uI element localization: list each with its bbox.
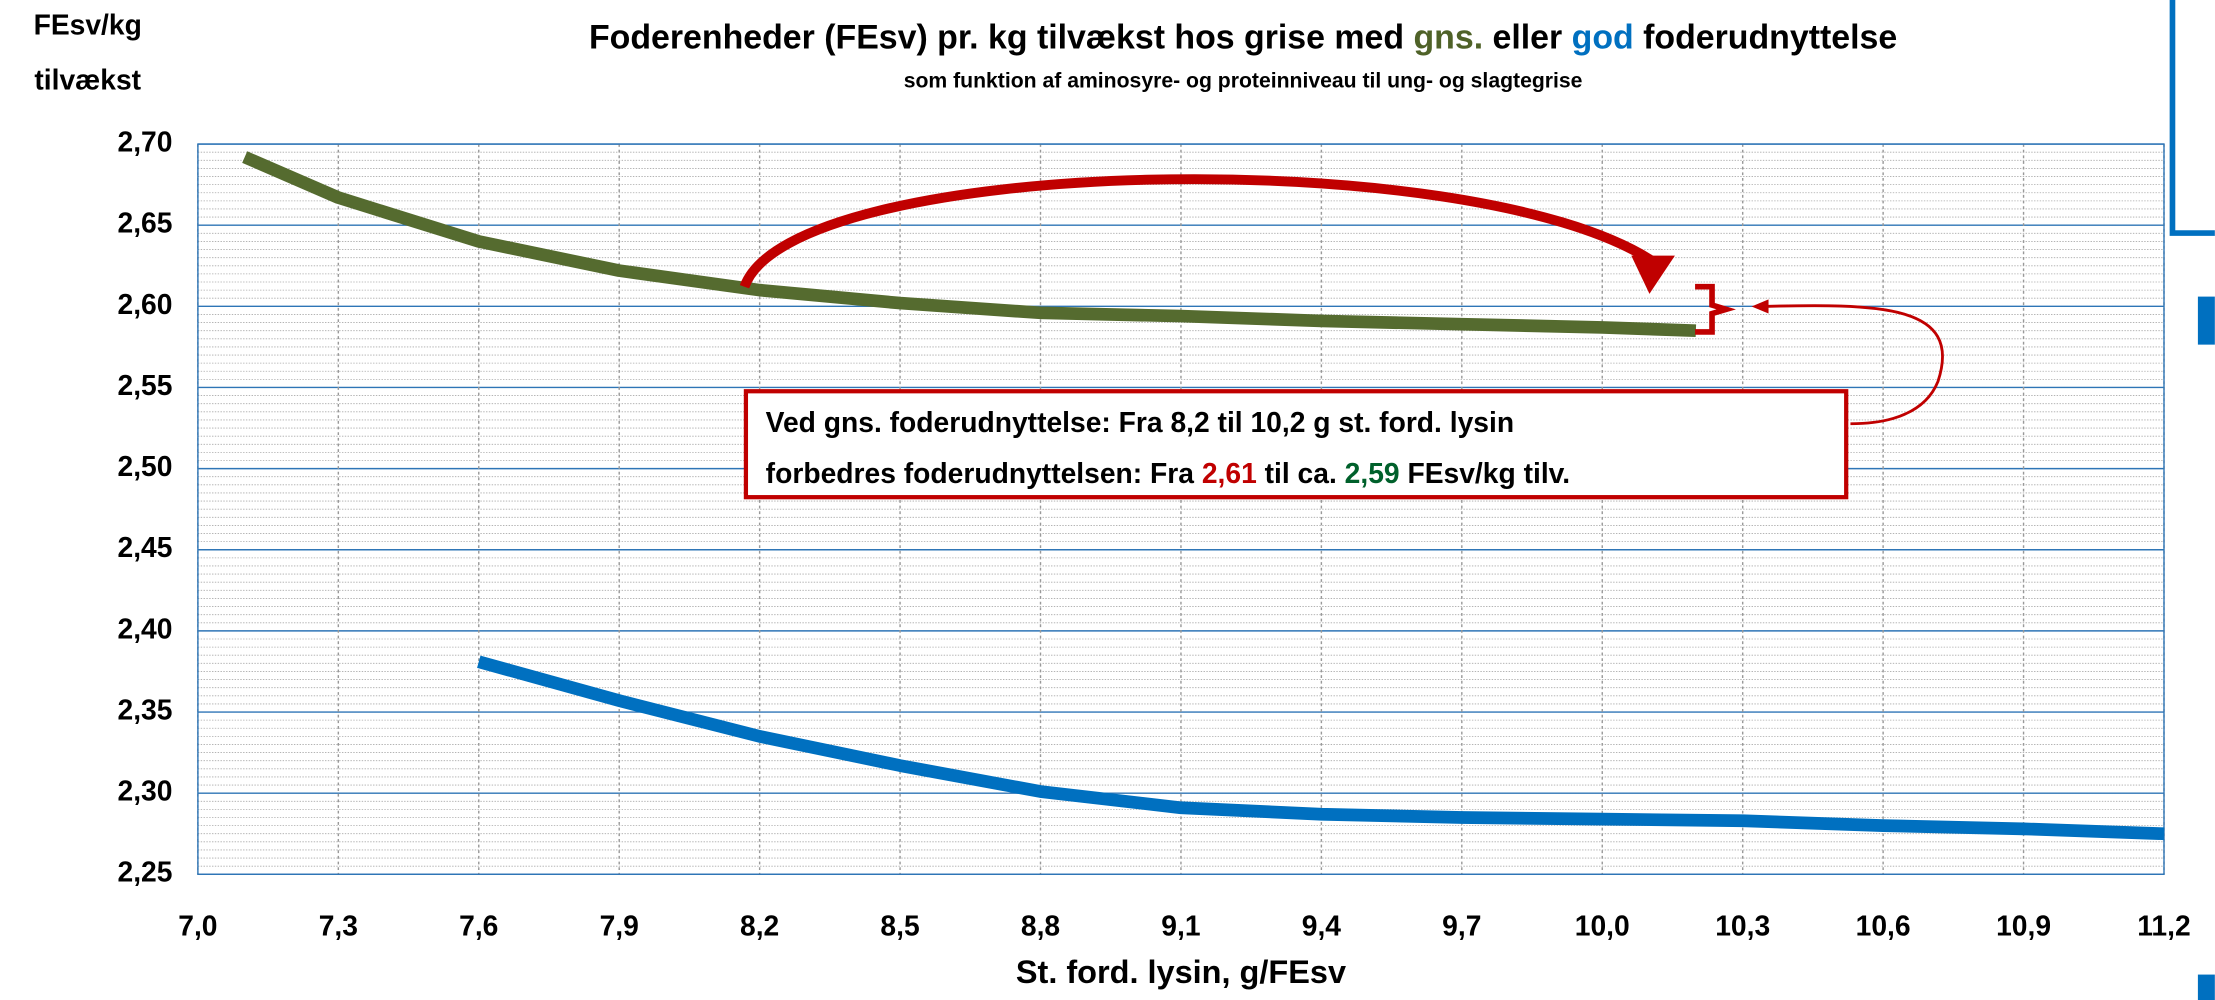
x-tick-label: 11,2 [2137, 909, 2190, 941]
arrow [739, 174, 1656, 289]
x-tick-label: 10,6 [1856, 909, 1911, 941]
text-segment: 2,61 [1202, 457, 1257, 489]
plot-border [197, 143, 2165, 875]
annotation-box [743, 389, 1849, 500]
y-tick-label: 2,65 [118, 207, 173, 239]
series-line [477, 655, 2165, 841]
y-tick-label: 2,40 [118, 612, 173, 644]
y-tick-label: 2,60 [118, 288, 173, 320]
annotation-text: forbedres foderudnyttelsen: Fra 2,61 til… [766, 457, 1570, 489]
x-tick-label: 10,0 [1575, 909, 1630, 941]
y-tick-label: 2,55 [118, 369, 173, 401]
text-segment: gns. [1413, 19, 1483, 57]
decoration [2197, 296, 2215, 345]
y-tick-label: 2,50 [118, 450, 173, 482]
chart-subtitle: som funktion af aminosyre- og proteinniv… [904, 70, 1583, 93]
y-axis-label: tilvækst [34, 63, 141, 95]
frame-decoration [2169, 0, 2215, 236]
text-segment: 2,59 [1345, 457, 1400, 489]
x-tick-label: 8,5 [880, 909, 919, 941]
text-segment: til ca. [1257, 457, 1345, 489]
x-tick-label: 9,7 [1442, 909, 1481, 941]
y-tick-label: 2,25 [118, 856, 173, 888]
annotation-text: Ved gns. foderudnyttelse: Fra 8,2 til 10… [766, 407, 1514, 439]
pointer-line [1758, 304, 1944, 426]
text-segment: god [1572, 19, 1634, 57]
x-tick-label: 7,6 [459, 909, 498, 941]
x-tick-label: 9,1 [1161, 909, 1200, 941]
y-tick-label: 2,35 [118, 693, 173, 725]
x-tick-label: 7,3 [319, 909, 358, 941]
y-axis-label: FEsv/kg [34, 8, 142, 40]
text-segment: foderudnyttelse [1634, 19, 1898, 57]
x-tick-label: 10,3 [1715, 909, 1770, 941]
x-tick-label: 9,4 [1302, 909, 1342, 941]
text-segment: FEsv/kg tilv. [1400, 457, 1571, 489]
arrow-head [1631, 255, 1675, 294]
x-tick-label: 7,0 [178, 909, 217, 941]
bracket [1695, 283, 1736, 335]
y-tick-label: 2,45 [118, 531, 173, 563]
text-segment: forbedres foderudnyttelsen: Fra [766, 457, 1202, 489]
text-segment: Ved gns. foderudnyttelse: Fra 8,2 til 10… [766, 407, 1514, 439]
text-segment: Foderenheder (FEsv) pr. kg tilvækst hos … [589, 19, 1414, 57]
x-tick-label: 7,9 [600, 909, 639, 941]
chart-title: Foderenheder (FEsv) pr. kg tilvækst hos … [589, 19, 1897, 57]
pointer-head [1751, 299, 1769, 314]
decoration [2197, 974, 2215, 1000]
x-axis-label: St. ford. lysin, g/FEsv [1016, 954, 1346, 990]
x-tick-label: 8,8 [1021, 909, 1060, 941]
y-tick-label: 2,70 [118, 126, 173, 158]
text-segment: eller [1483, 19, 1572, 57]
y-tick-label: 2,30 [118, 775, 173, 807]
series-line [242, 151, 1697, 338]
x-tick-label: 8,2 [740, 909, 779, 941]
x-tick-label: 10,9 [1996, 909, 2051, 941]
